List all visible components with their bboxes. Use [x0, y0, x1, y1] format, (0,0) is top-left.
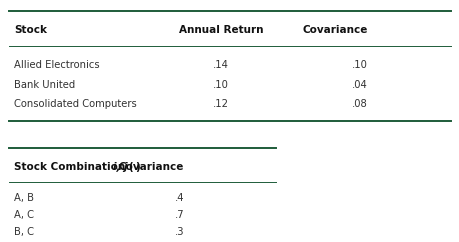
Text: Stock Combination (: Stock Combination ( [14, 162, 133, 172]
Text: Allied Electronics: Allied Electronics [14, 60, 99, 70]
Text: A, C: A, C [14, 210, 34, 220]
Text: .4: .4 [174, 193, 184, 204]
Text: i, j: i, j [112, 162, 127, 172]
Text: .7: .7 [174, 210, 184, 220]
Text: Annual Return: Annual Return [178, 25, 263, 35]
Text: Covariance: Covariance [118, 162, 184, 172]
Text: B, C: B, C [14, 227, 34, 237]
Text: .04: .04 [352, 80, 367, 90]
Text: .14: .14 [213, 60, 228, 70]
Text: .3: .3 [174, 227, 184, 237]
Text: .12: .12 [213, 99, 228, 109]
Text: Consolidated Computers: Consolidated Computers [14, 99, 136, 109]
Text: .10: .10 [213, 80, 228, 90]
Text: A, B: A, B [14, 193, 34, 204]
Text: .10: .10 [351, 60, 367, 70]
Text: Covariance: Covariance [302, 25, 367, 35]
Text: .08: .08 [352, 99, 367, 109]
Text: Bank United: Bank United [14, 80, 75, 90]
Text: ): ) [134, 162, 139, 172]
Text: Stock: Stock [14, 25, 47, 35]
